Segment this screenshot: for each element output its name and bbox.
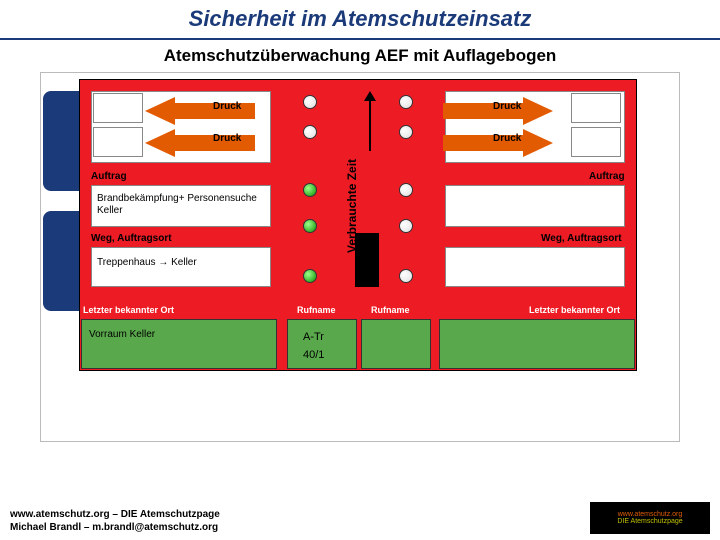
page-title: Sicherheit im Atemschutzeinsatz <box>0 0 720 34</box>
right-druck-field-2 <box>571 127 621 157</box>
lamp-l-3 <box>303 183 317 197</box>
center-black-bar <box>355 233 379 287</box>
left-druck-field-2 <box>93 127 143 157</box>
left-druck-label-1: Druck <box>213 101 241 112</box>
right-weg-panel <box>445 247 625 287</box>
lamp-r-4 <box>399 219 413 233</box>
footer-badge-url: www.atemschutz.org <box>618 511 683 518</box>
footer-text: www.atemschutz.org – DIE Atemschutzpage … <box>10 509 220 534</box>
right-letzter-panel <box>439 319 635 369</box>
rufname-label-right: Rufname <box>371 305 410 315</box>
right-druck-label-2: Druck <box>493 133 521 144</box>
right-letzter-header: Letzter bekannter Ort <box>529 305 620 315</box>
lamp-r-1 <box>399 95 413 109</box>
left-auftrag-header: Auftrag <box>91 171 127 182</box>
lamp-r-2 <box>399 125 413 139</box>
right-druck-label-1: Druck <box>493 101 521 112</box>
lamp-l-5 <box>303 269 317 283</box>
footer-line-1: www.atemschutz.org – DIE Atemschutzpage <box>10 509 220 522</box>
footer-badge-title: DIE Atemschutzpage <box>617 518 682 525</box>
right-auftrag-header: Auftrag <box>589 171 625 182</box>
rufname-value-2: 40/1 <box>299 347 328 364</box>
lamp-r-5 <box>399 269 413 283</box>
footer-line-2: Michael Brandl – m.brandl@atemschutz.org <box>10 522 220 535</box>
footer: www.atemschutz.org – DIE Atemschutzpage … <box>0 496 720 540</box>
rufname-panel-right <box>361 319 431 369</box>
page-subtitle: Atemschutzüberwachung AEF mit Auflagebog… <box>0 46 720 66</box>
divider <box>0 38 720 40</box>
left-weg-text: Treppenhaus → Keller <box>93 255 261 271</box>
left-letzter-text: Vorraum Keller <box>85 327 255 343</box>
left-druck-field-1 <box>93 93 143 123</box>
lamp-l-2 <box>303 125 317 139</box>
right-auftrag-panel <box>445 185 625 227</box>
time-up-arrow-icon <box>363 91 377 156</box>
left-letzter-header: Letzter bekannter Ort <box>83 305 174 315</box>
diagram-stage: Druck Druck Druck Druck Auftrag Brandbek… <box>40 72 680 442</box>
footer-badge: www.atemschutz.org DIE Atemschutzpage <box>590 502 710 534</box>
rufname-value-1: A-Tr <box>299 329 328 346</box>
lamp-r-3 <box>399 183 413 197</box>
rufname-label-left: Rufname <box>297 305 336 315</box>
left-weg-header: Weg, Auftragsort <box>91 233 172 244</box>
left-auftrag-text: Brandbekämpfung+ Personensuche Keller <box>93 191 261 218</box>
right-weg-header: Weg, Auftragsort <box>541 233 622 244</box>
lamp-l-1 <box>303 95 317 109</box>
lamp-l-4 <box>303 219 317 233</box>
right-druck-field-1 <box>571 93 621 123</box>
left-druck-label-2: Druck <box>213 133 241 144</box>
